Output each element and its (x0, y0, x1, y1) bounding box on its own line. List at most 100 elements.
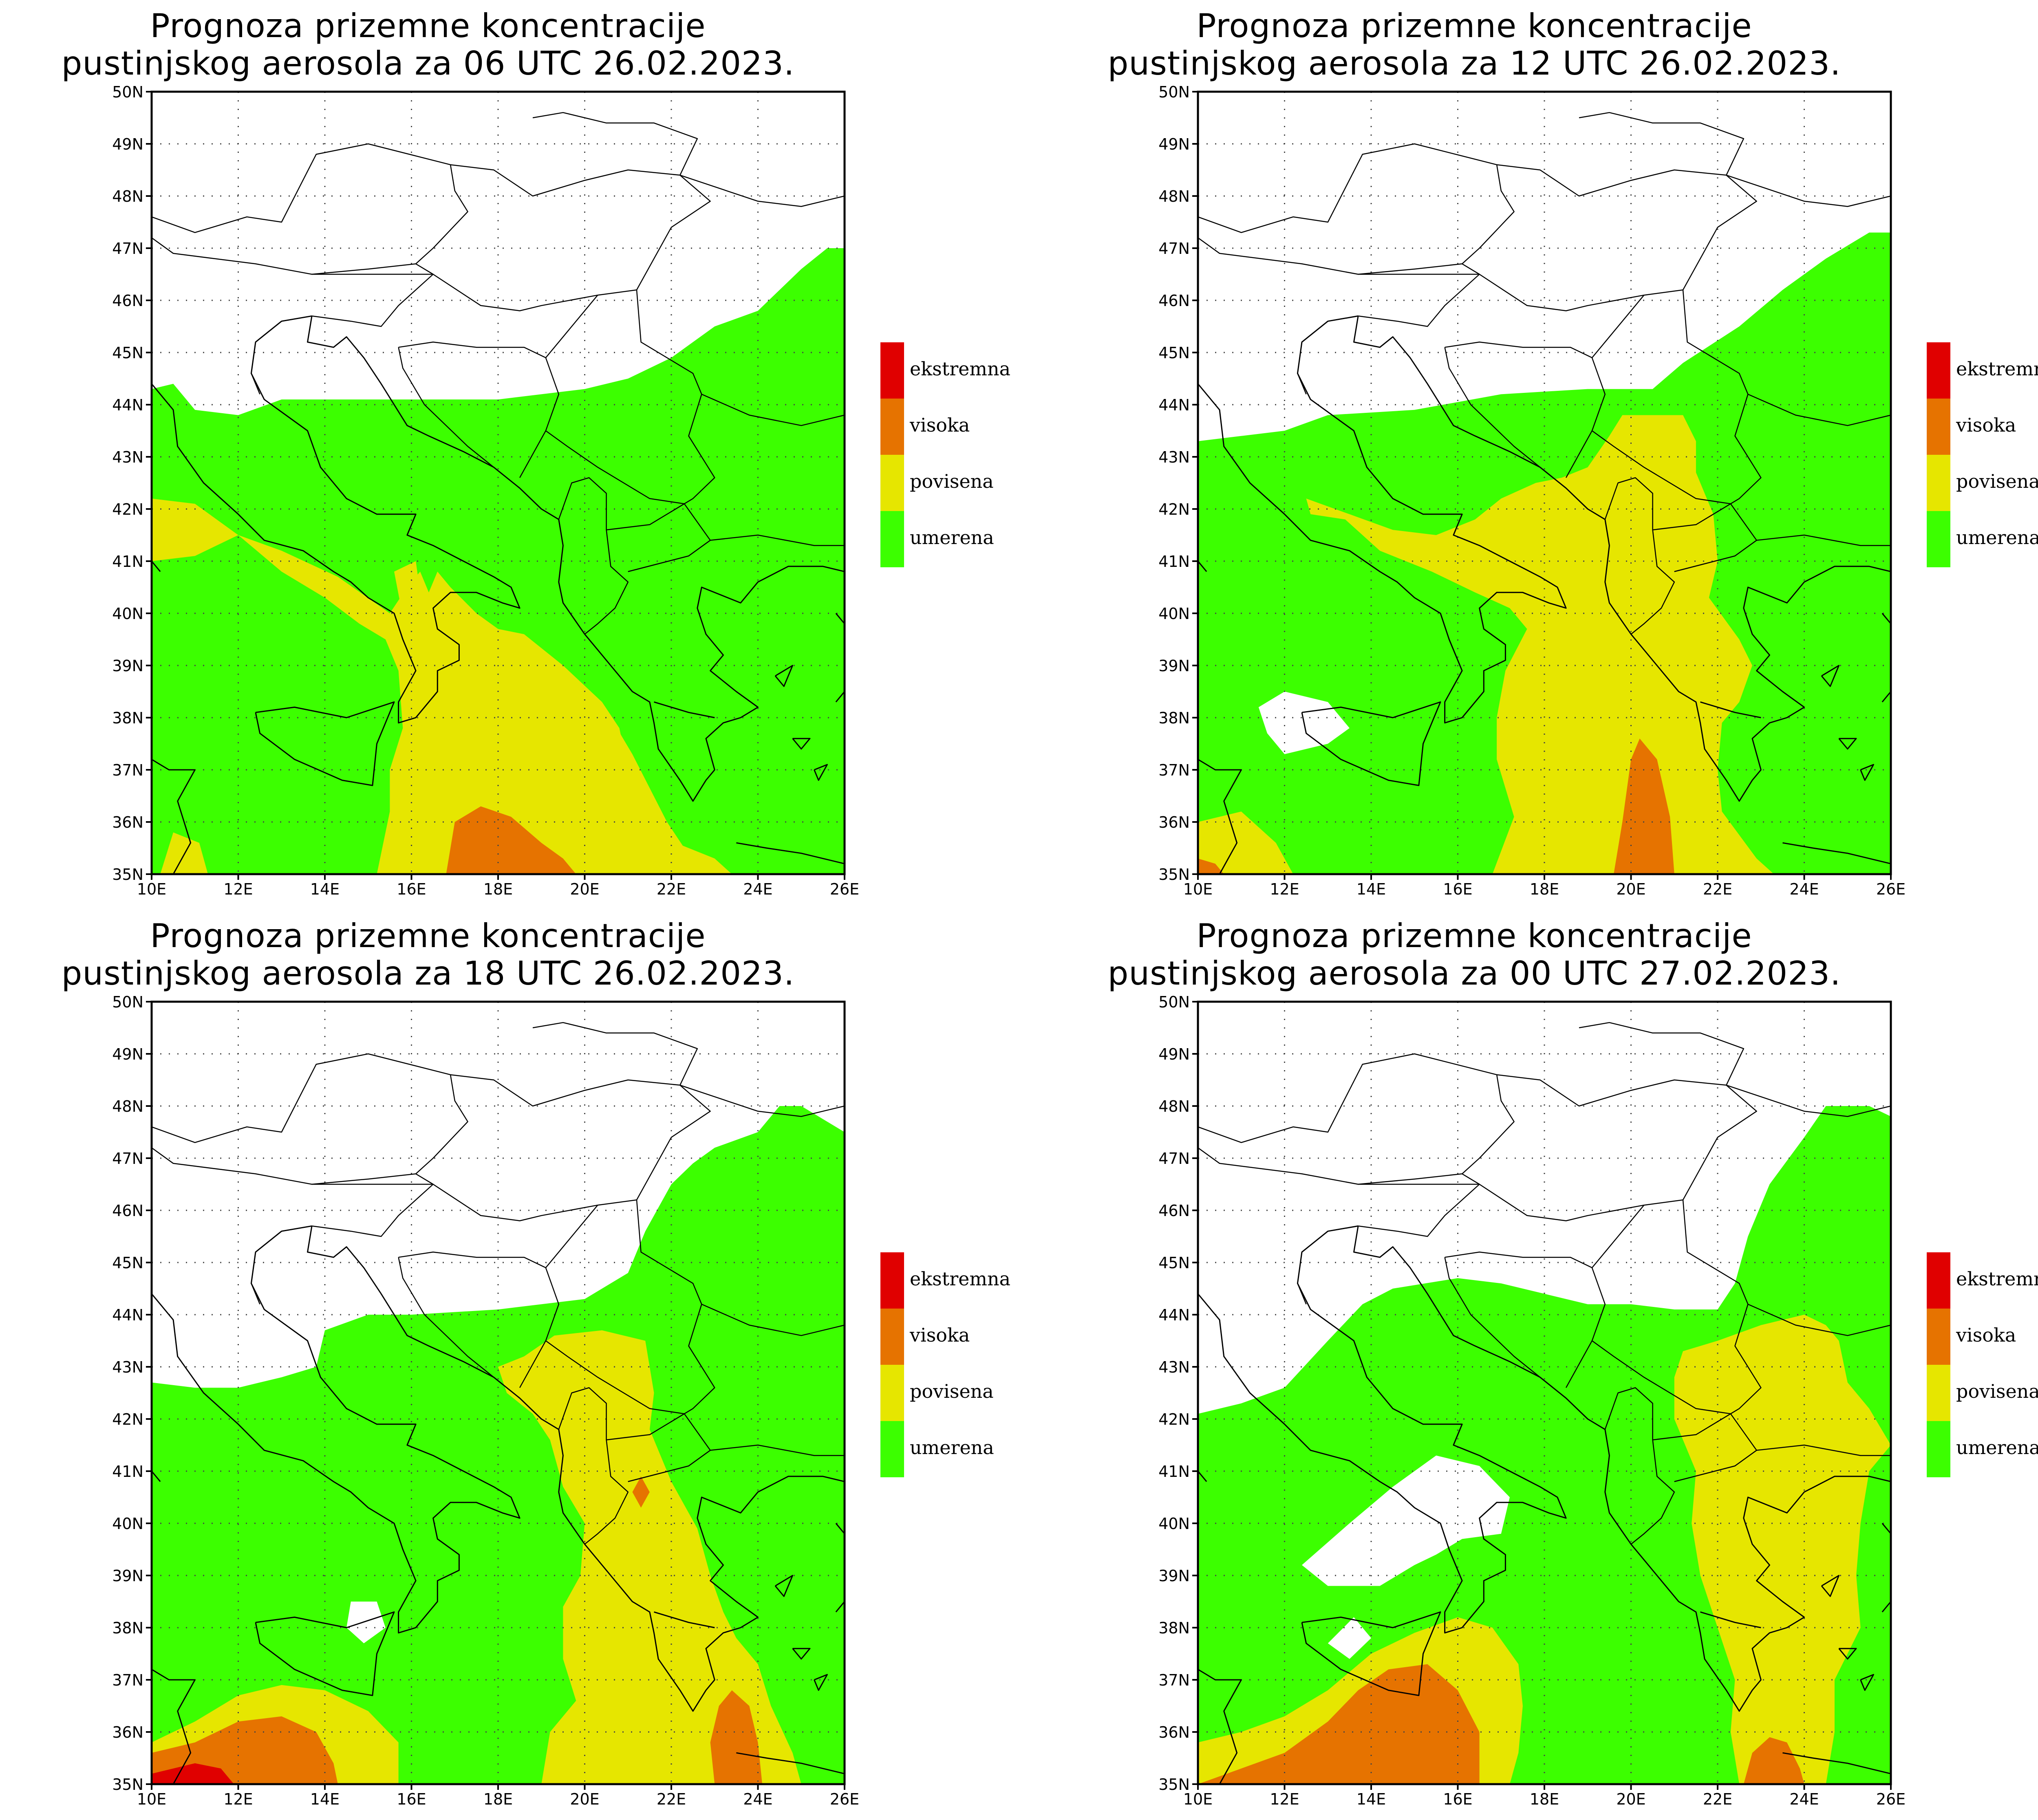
lat-tick-label: 49N (1158, 1045, 1190, 1063)
lat-tick-label: 35N (112, 1776, 143, 1794)
lat-tick-label: 48N (1158, 1097, 1190, 1115)
lat-tick-label: 36N (1158, 813, 1190, 831)
lat-tick-label: 45N (112, 344, 143, 362)
lon-tick-label: 26E (1876, 880, 1906, 898)
dust-map: 50N 49N 48N 47N 46N 45N 44N 43N 42N 41N 40N 39N 38N 3… (1158, 993, 1906, 1808)
panel-title: Prognoza prizemne koncentracije pustinjs… (1046, 7, 1902, 82)
region-none (346, 1602, 386, 1644)
lat-tick-label: 36N (112, 1723, 143, 1741)
lon-tick-label: 14E (1356, 1790, 1386, 1808)
lon-tick-label: 18E (1530, 1790, 1559, 1808)
lat-tick-label: 40N (112, 605, 143, 623)
lat-tick-label: 49N (1158, 135, 1190, 153)
axis-ticks (1192, 91, 1892, 880)
legend-label: visoka (910, 414, 970, 436)
lat-tick-label: 50N (1158, 993, 1190, 1011)
lon-tick-label: 24E (743, 880, 772, 898)
lon-tick-label: 20E (570, 880, 599, 898)
legend-item-visoka: visoka (1927, 399, 2038, 455)
lat-tick-label: 37N (1158, 1671, 1190, 1689)
legend-swatch (880, 1365, 904, 1421)
lon-tick-label: 16E (397, 880, 426, 898)
legend-label: umerena (1956, 1437, 2038, 1459)
lon-tick-label: 22E (657, 1790, 686, 1808)
legend-label: ekstremna (910, 358, 1011, 380)
forecast-panel-06utc: Prognoza prizemne koncentracije pustinjs… (0, 0, 1046, 910)
lat-tick-label: 49N (112, 135, 143, 153)
lon-tick-label: 12E (223, 1790, 253, 1808)
lon-tick-label: 14E (310, 880, 340, 898)
lon-tick-label: 20E (1616, 880, 1645, 898)
axis-ticks (146, 91, 845, 880)
forecast-panel-12utc: Prognoza prizemne koncentracije pustinjs… (1046, 0, 2038, 910)
legend-swatch (880, 399, 904, 455)
lat-tick-label: 40N (1158, 1515, 1190, 1533)
lat-tick-label: 44N (1158, 1306, 1190, 1324)
legend-swatch (1927, 1365, 1950, 1421)
lon-tick-label: 18E (483, 1790, 513, 1808)
lat-tick-label: 39N (112, 657, 143, 675)
lat-tick-label: 41N (112, 1463, 143, 1481)
legend-label: povisena (910, 1380, 994, 1402)
country-borders (151, 112, 845, 635)
panel-title-line1: Prognoza prizemne koncentracije (150, 917, 706, 955)
lon-tick-label: 22E (657, 880, 686, 898)
legend-label: povisena (1956, 470, 2038, 492)
region-visoka (710, 1690, 763, 1784)
lat-tick-label: 43N (112, 1358, 143, 1376)
legend-swatch (880, 511, 904, 567)
lat-tick-label: 38N (1158, 1619, 1190, 1637)
lon-tick-label: 16E (1443, 880, 1472, 898)
lat-tick-label: 37N (1158, 761, 1190, 779)
region-povisena (1198, 811, 1293, 874)
lat-tick-label: 46N (112, 292, 143, 310)
lat-tick-label: 42N (1158, 500, 1190, 518)
lat-tick-label: 42N (112, 500, 143, 518)
lat-tick-label: 50N (112, 993, 143, 1011)
coastlines (151, 1225, 845, 1785)
region-none (1302, 1455, 1510, 1586)
legend-label: ekstremna (910, 1268, 1011, 1290)
axis-ticks (1192, 1001, 1892, 1790)
lat-tick-label: 38N (1158, 709, 1190, 727)
panel-title-line1: Prognoza prizemne koncentracije (150, 7, 706, 45)
forecast-panel-00utc: Prognoza prizemne koncentracije pustinjs… (1046, 910, 2038, 1820)
legend-label: umerena (1956, 527, 2038, 549)
panel-title: Prognoza prizemne koncentracije pustinjs… (0, 7, 856, 82)
forecast-panel-18utc: Prognoza prizemne koncentracije pustinjs… (0, 910, 1046, 1820)
lat-tick-label: 47N (112, 1150, 143, 1168)
lat-tick-label: 47N (1158, 1150, 1190, 1168)
lon-tick-label: 22E (1703, 880, 1732, 898)
legend-label: visoka (1956, 414, 2016, 436)
panel-title: Prognoza prizemne koncentracije pustinjs… (0, 917, 856, 992)
region-visoka (1614, 738, 1674, 874)
legend-item-povisena: povisena (1927, 455, 2038, 511)
region-visoka (1198, 858, 1224, 874)
legend-label: umerena (910, 527, 994, 549)
lat-tick-label: 40N (112, 1515, 143, 1533)
lon-tick-label: 14E (1356, 880, 1386, 898)
lat-tick-label: 45N (1158, 1254, 1190, 1272)
panel-title-line1: Prognoza prizemne koncentracije (1196, 7, 1752, 45)
region-visoka (1743, 1737, 1804, 1784)
lat-tick-label: 37N (112, 1671, 143, 1689)
lat-tick-label: 38N (112, 1619, 143, 1637)
region-none (1328, 1617, 1371, 1659)
lat-tick-label: 37N (112, 761, 143, 779)
lat-tick-label: 43N (1158, 448, 1190, 466)
lat-tick-label: 46N (1158, 292, 1190, 310)
lon-tick-label: 10E (1183, 1790, 1213, 1808)
lat-tick-label: 44N (112, 396, 143, 414)
region-visoka (632, 1476, 650, 1508)
lon-tick-label: 22E (1703, 1790, 1732, 1808)
legend-label: povisena (1956, 1380, 2038, 1402)
panel-title-line2: pustinjskog aerosola za 18 UTC 26.02.202… (61, 954, 795, 992)
lon-tick-label: 16E (397, 1790, 426, 1808)
lat-tick-label: 35N (1158, 1776, 1190, 1794)
lat-tick-label: 44N (1158, 396, 1190, 414)
lat-tick-label: 39N (1158, 1567, 1190, 1585)
legend-item-ekstremna: ekstremna (1927, 1252, 2038, 1309)
panel-title-line2: pustinjskog aerosola za 12 UTC 26.02.202… (1107, 44, 1841, 82)
lon-tick-label: 12E (223, 880, 253, 898)
lat-tick-label: 46N (1158, 1202, 1190, 1220)
